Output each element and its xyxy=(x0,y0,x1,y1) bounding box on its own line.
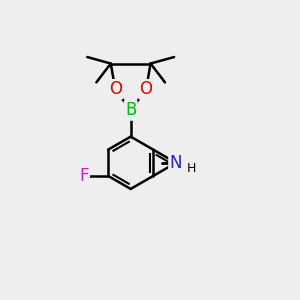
Text: N: N xyxy=(170,154,182,172)
Text: F: F xyxy=(79,167,89,185)
Text: N: N xyxy=(170,154,182,172)
Text: O: O xyxy=(109,80,122,98)
Text: B: B xyxy=(125,101,136,119)
Text: H: H xyxy=(186,162,196,175)
Text: O: O xyxy=(140,80,153,98)
